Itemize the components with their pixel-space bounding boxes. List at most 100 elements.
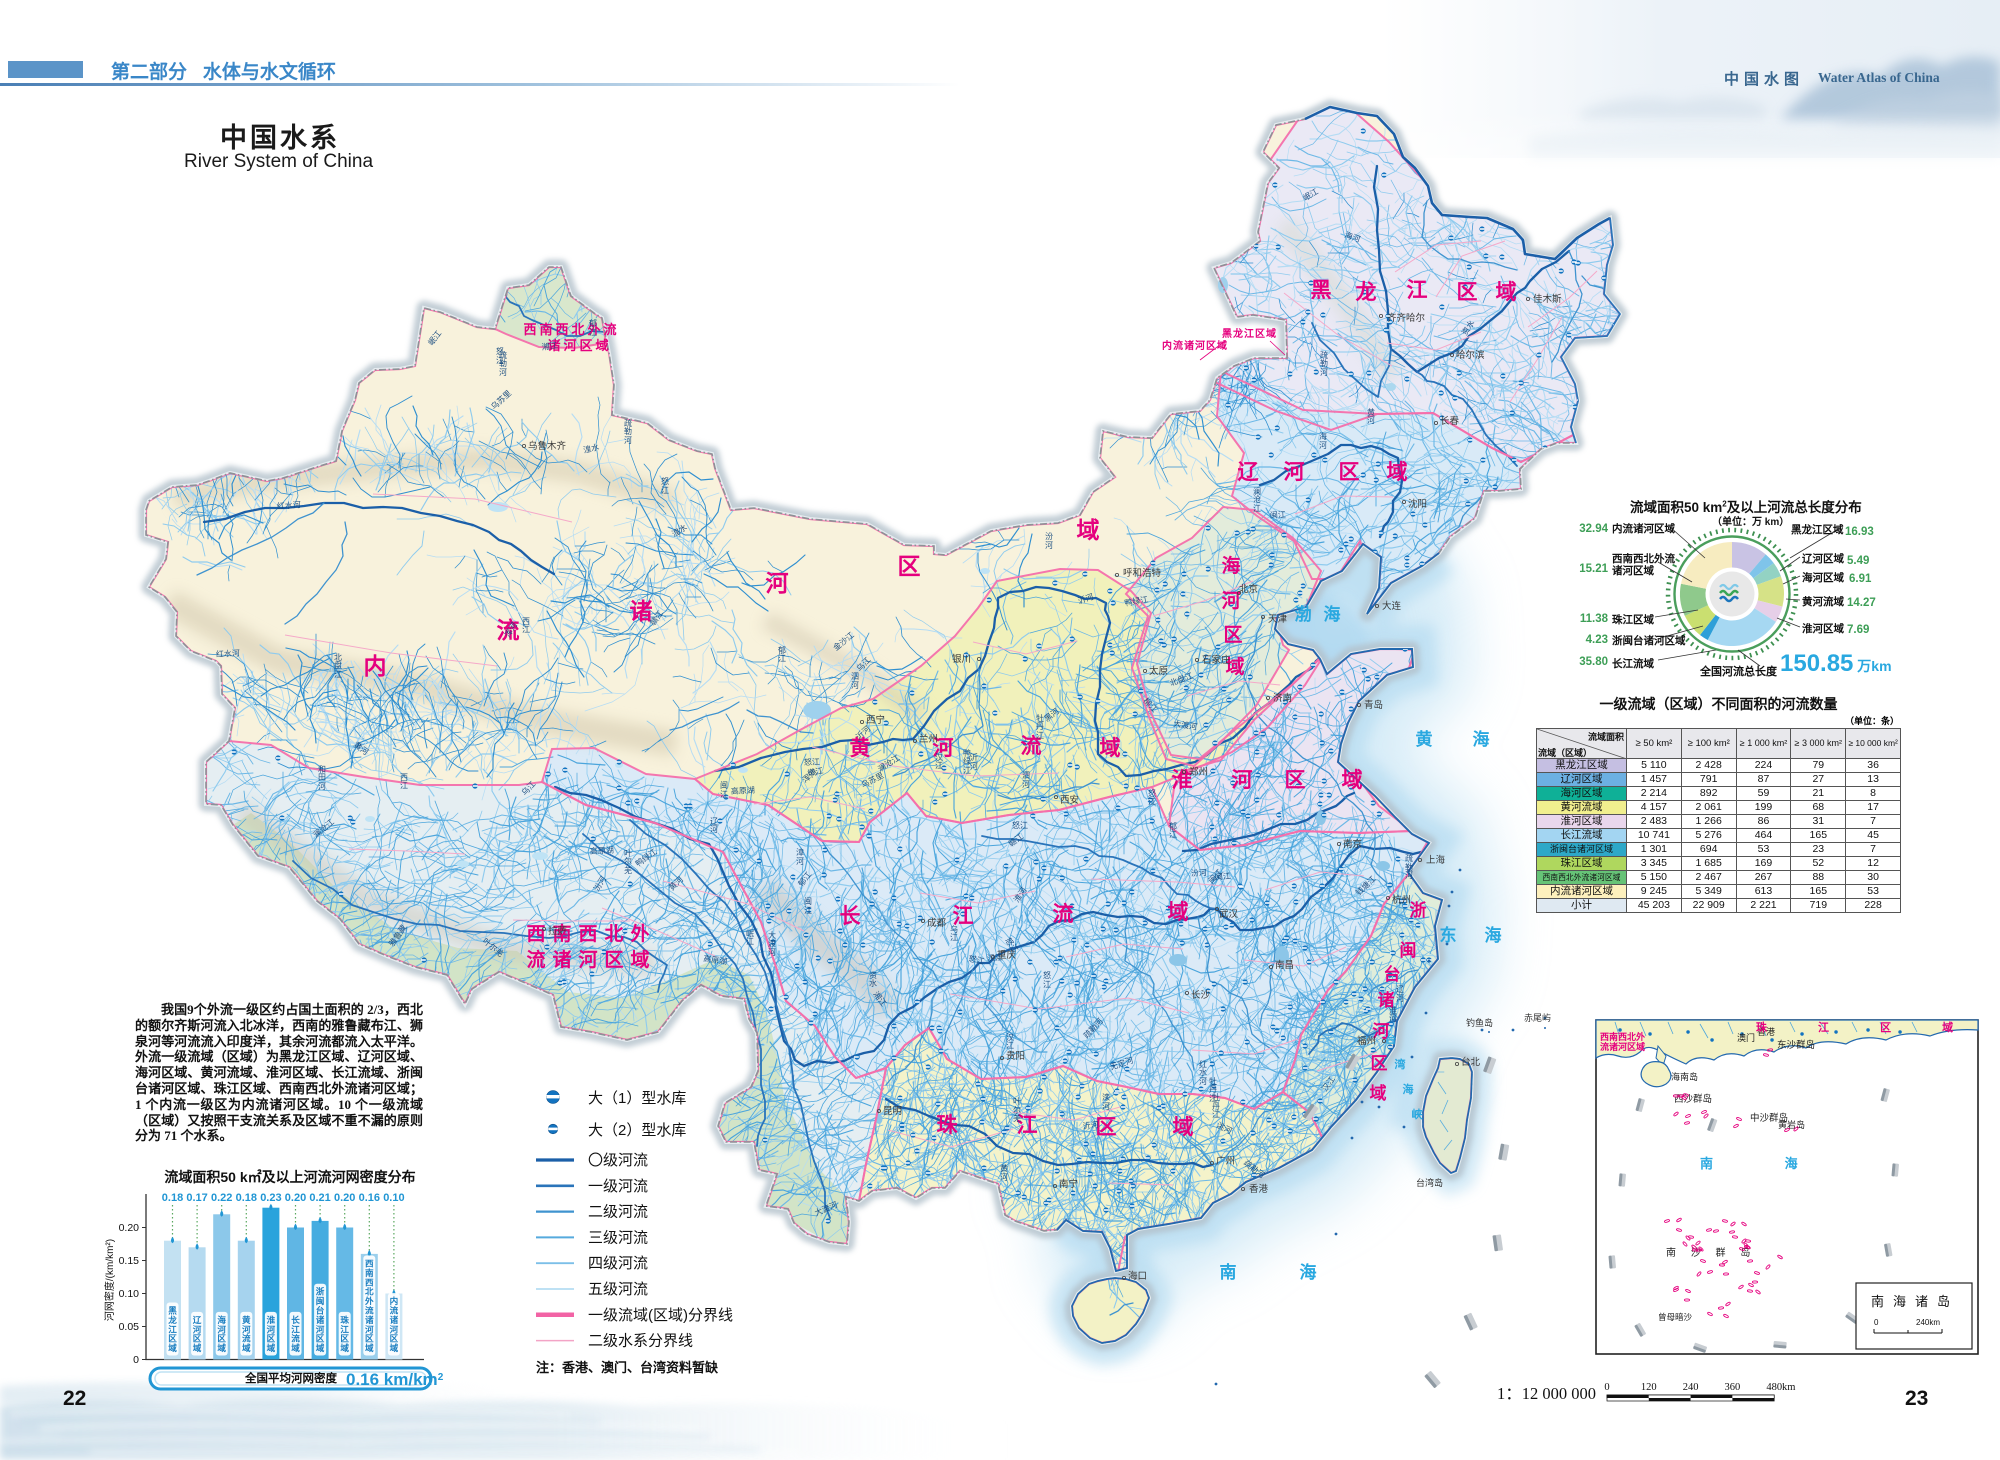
svg-text:河: 河 bbox=[1221, 590, 1240, 612]
svg-text:南: 南 bbox=[552, 923, 571, 945]
svg-text:中沙群岛: 中沙群岛 bbox=[1750, 1112, 1788, 1124]
svg-text:江: 江 bbox=[1253, 504, 1261, 513]
svg-text:北: 北 bbox=[334, 653, 342, 662]
svg-text:〇级河流: 〇级河流 bbox=[588, 1152, 648, 1169]
svg-text:河: 河 bbox=[710, 824, 718, 834]
svg-text:域: 域 bbox=[1100, 736, 1121, 760]
svg-text:域: 域 bbox=[1225, 655, 1244, 678]
svg-text:内: 内 bbox=[364, 653, 387, 679]
svg-text:1：12 000 000: 1：12 000 000 bbox=[1497, 1384, 1596, 1403]
svg-text:河: 河 bbox=[766, 570, 789, 596]
svg-text:江: 江 bbox=[953, 905, 974, 928]
svg-text:河: 河 bbox=[563, 338, 576, 353]
svg-text:沈阳: 沈阳 bbox=[1408, 498, 1427, 510]
svg-text:福州: 福州 bbox=[1357, 1035, 1376, 1047]
svg-text:0: 0 bbox=[1874, 1318, 1879, 1327]
svg-text:湾: 湾 bbox=[1395, 1057, 1406, 1071]
svg-text:四级河流: 四级河流 bbox=[588, 1255, 648, 1272]
svg-text:域: 域 bbox=[1168, 900, 1189, 924]
svg-text:贵阳: 贵阳 bbox=[1006, 1050, 1025, 1062]
svg-text:闽: 闽 bbox=[720, 781, 728, 790]
svg-text:河: 河 bbox=[624, 435, 632, 445]
svg-text:区: 区 bbox=[1255, 328, 1265, 340]
svg-text:武汉: 武汉 bbox=[1219, 908, 1239, 920]
svg-text:0.17: 0.17 bbox=[186, 1192, 207, 1204]
svg-text:黄: 黄 bbox=[1416, 729, 1433, 749]
svg-text:高原湖: 高原湖 bbox=[731, 785, 755, 796]
svg-text:成都: 成都 bbox=[927, 917, 947, 929]
svg-text:河: 河 bbox=[242, 1323, 251, 1334]
svg-text:南 沙 群 岛: 南 沙 群 岛 bbox=[1666, 1246, 1756, 1259]
svg-text:0.16 km/km2: 0.16 km/km2 bbox=[346, 1370, 444, 1389]
svg-text:济南: 济南 bbox=[1273, 692, 1292, 704]
svg-text:珠 江 区 域: 珠 江 区 域 bbox=[1756, 1020, 1977, 1034]
svg-text:大: 大 bbox=[768, 930, 776, 940]
svg-text:高原湖: 高原湖 bbox=[590, 845, 614, 856]
svg-text:闽: 闽 bbox=[804, 897, 812, 906]
svg-text:峡: 峡 bbox=[1412, 1107, 1424, 1121]
svg-text:河: 河 bbox=[1319, 440, 1327, 450]
svg-text:河: 河 bbox=[1195, 340, 1205, 352]
svg-text:水: 水 bbox=[869, 978, 877, 988]
svg-text:辽: 辽 bbox=[193, 1314, 202, 1325]
svg-text:南: 南 bbox=[365, 1267, 374, 1278]
svg-text:区: 区 bbox=[1371, 1054, 1388, 1073]
svg-text:区: 区 bbox=[390, 1334, 399, 1344]
svg-text:0.22: 0.22 bbox=[211, 1192, 232, 1204]
svg-text:怒: 怒 bbox=[496, 346, 504, 356]
svg-text:沂河: 沂河 bbox=[1076, 591, 1094, 606]
svg-text:海: 海 bbox=[217, 1314, 226, 1325]
svg-text:域: 域 bbox=[365, 1342, 374, 1353]
svg-text:浙: 浙 bbox=[1410, 900, 1427, 920]
svg-text:江: 江 bbox=[1017, 1114, 1038, 1137]
svg-text:汾: 汾 bbox=[1045, 531, 1053, 541]
svg-text:外: 外 bbox=[364, 1295, 374, 1306]
svg-text:西: 西 bbox=[400, 773, 408, 782]
svg-text:流诸河区域: 流诸河区域 bbox=[1600, 1041, 1645, 1052]
svg-text:北: 北 bbox=[604, 923, 623, 945]
svg-text:海南岛: 海南岛 bbox=[1671, 1071, 1698, 1082]
svg-text:南海诸岛: 南海诸岛 bbox=[1871, 1294, 1959, 1309]
svg-text:勒: 勒 bbox=[1405, 862, 1413, 872]
svg-text:勒: 勒 bbox=[624, 426, 632, 436]
svg-text:江: 江 bbox=[950, 933, 958, 942]
svg-text:江: 江 bbox=[400, 781, 408, 790]
svg-text:区: 区 bbox=[193, 1334, 202, 1344]
svg-text:区: 区 bbox=[579, 338, 592, 353]
svg-text:一级河流: 一级河流 bbox=[588, 1178, 648, 1195]
svg-text:西宁: 西宁 bbox=[866, 714, 885, 726]
svg-text:辽: 辽 bbox=[1396, 985, 1404, 994]
svg-text:黑: 黑 bbox=[168, 1306, 177, 1316]
svg-text:牡: 牡 bbox=[1212, 1092, 1220, 1102]
svg-text:河: 河 bbox=[1284, 461, 1305, 484]
svg-text:台: 台 bbox=[1386, 1032, 1397, 1046]
svg-text:江: 江 bbox=[496, 356, 504, 365]
svg-text:360: 360 bbox=[1725, 1382, 1741, 1393]
svg-text:郁: 郁 bbox=[778, 645, 786, 655]
svg-text:红水河: 红水河 bbox=[216, 648, 240, 659]
svg-text:江: 江 bbox=[522, 625, 530, 634]
svg-text:黄: 黄 bbox=[850, 737, 871, 760]
svg-text:怒江: 怒江 bbox=[968, 953, 986, 966]
svg-text:诸: 诸 bbox=[1184, 339, 1194, 352]
svg-text:资: 资 bbox=[869, 970, 877, 980]
svg-text:河: 河 bbox=[365, 1323, 374, 1334]
svg-text:河: 河 bbox=[851, 680, 859, 690]
svg-text:汉: 汉 bbox=[935, 753, 943, 762]
svg-text:流域面积50 k㎡及以上河流河网密度分布: 流域面积50 k㎡及以上河流河网密度分布 bbox=[164, 1169, 415, 1185]
svg-text:海: 海 bbox=[1485, 925, 1502, 945]
svg-text:西: 西 bbox=[365, 1259, 374, 1269]
svg-text:区: 区 bbox=[1457, 281, 1478, 304]
svg-text:北: 北 bbox=[365, 1286, 374, 1297]
svg-text:沂河: 沂河 bbox=[1082, 1119, 1099, 1131]
svg-text:台北: 台北 bbox=[1461, 1056, 1481, 1068]
svg-text:河: 河 bbox=[1022, 779, 1030, 789]
svg-text:嫩江: 嫩江 bbox=[806, 765, 824, 778]
svg-text:河: 河 bbox=[1373, 1022, 1390, 1041]
svg-text:闽江: 闽江 bbox=[1214, 872, 1231, 882]
svg-text:五级河流: 五级河流 bbox=[588, 1281, 648, 1298]
svg-text:郁: 郁 bbox=[1169, 821, 1177, 831]
svg-text:海: 海 bbox=[1300, 1262, 1317, 1282]
svg-text:0: 0 bbox=[133, 1354, 139, 1366]
svg-text:区: 区 bbox=[267, 1334, 276, 1344]
